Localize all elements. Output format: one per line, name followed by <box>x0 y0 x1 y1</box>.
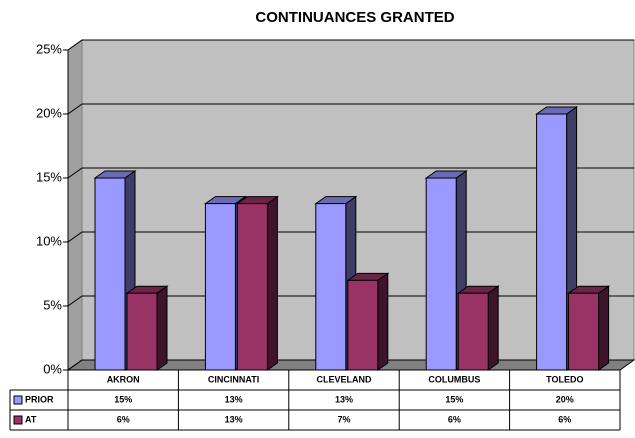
value-label: 15% <box>114 394 132 404</box>
bar <box>204 203 236 371</box>
chart-title: CONTINUANCES GRANTED <box>255 9 454 26</box>
legend-label: PRIOR <box>25 394 54 404</box>
grid-line <box>67 103 634 115</box>
y-tick-label: 5% <box>43 297 62 312</box>
y-tick-label: 20% <box>36 105 62 120</box>
y-tick-label: 0% <box>43 361 62 376</box>
bar <box>457 292 489 371</box>
value-label: 7% <box>337 414 350 424</box>
y-tick-label: 15% <box>36 169 62 184</box>
value-label: 6% <box>558 414 571 424</box>
value-label: 13% <box>225 414 243 424</box>
bar <box>536 113 568 371</box>
value-label: 13% <box>335 394 353 404</box>
x-tick-label: CINCINNATI <box>208 374 259 384</box>
bar <box>347 279 379 371</box>
x-tick-label: TOLEDO <box>546 374 583 384</box>
value-label: 6% <box>448 414 461 424</box>
bar <box>94 177 126 371</box>
y-tick-label: 25% <box>36 41 62 56</box>
bar <box>425 177 457 371</box>
grid-line <box>67 39 634 51</box>
bar-side <box>487 285 499 371</box>
legend-label: AT <box>25 414 37 424</box>
legend-swatch <box>13 395 23 405</box>
bar-side <box>598 285 610 371</box>
bar <box>236 203 268 371</box>
bar-side <box>266 195 278 371</box>
x-tick-label: AKRON <box>107 374 140 384</box>
legend-swatch <box>13 415 23 425</box>
value-label: 15% <box>445 394 463 404</box>
x-tick-label: CLEVELAND <box>316 374 372 384</box>
value-label: 20% <box>556 394 574 404</box>
side-wall <box>67 39 83 371</box>
bar <box>315 203 347 371</box>
value-label: 6% <box>117 414 130 424</box>
bar <box>126 292 158 371</box>
bar <box>568 292 600 371</box>
x-tick-label: COLUMBUS <box>428 374 480 384</box>
bar-side <box>156 285 168 371</box>
grid-line <box>67 167 634 179</box>
y-tick-label: 10% <box>36 233 62 248</box>
value-label: 13% <box>225 394 243 404</box>
bar-side <box>377 272 389 371</box>
